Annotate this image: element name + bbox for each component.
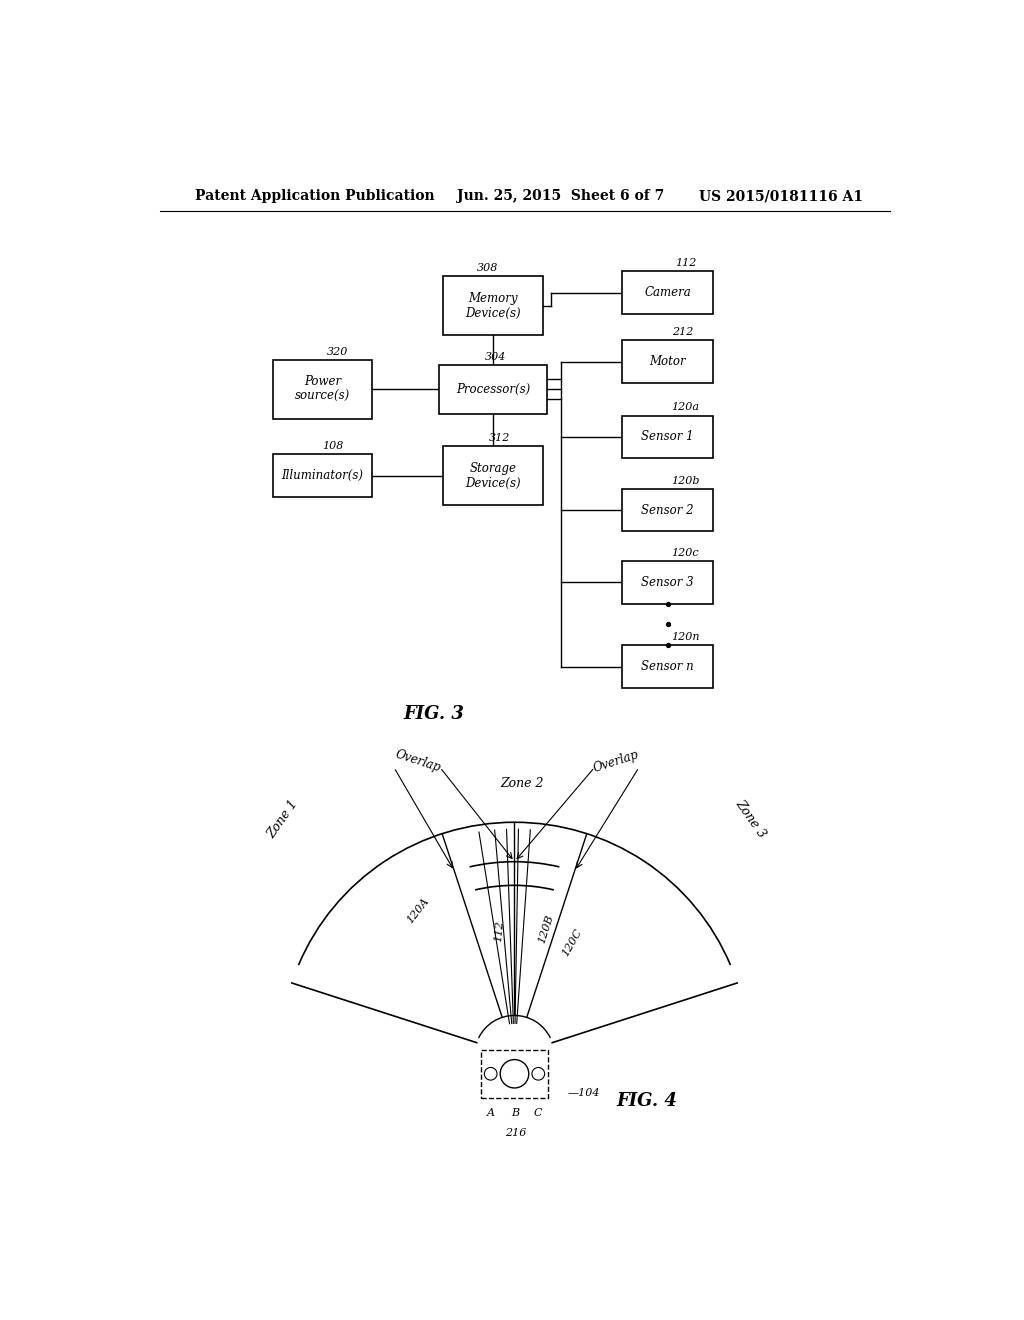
Text: 112: 112 xyxy=(494,920,505,942)
Text: C: C xyxy=(535,1107,543,1118)
Text: Zone 3: Zone 3 xyxy=(733,797,769,841)
Text: Sensor 3: Sensor 3 xyxy=(641,576,694,589)
Text: Power
source(s): Power source(s) xyxy=(295,375,350,403)
Text: B: B xyxy=(511,1107,519,1118)
Text: Sensor n: Sensor n xyxy=(641,660,694,673)
Text: 308: 308 xyxy=(477,263,499,273)
Text: 120B: 120B xyxy=(537,913,556,944)
Text: Zone 2: Zone 2 xyxy=(501,777,544,789)
Text: 120a: 120a xyxy=(672,403,699,412)
Text: Overlap: Overlap xyxy=(393,747,442,775)
Text: 304: 304 xyxy=(485,351,507,362)
FancyBboxPatch shape xyxy=(622,488,714,532)
Text: Motor: Motor xyxy=(649,355,686,368)
FancyBboxPatch shape xyxy=(622,416,714,458)
Text: Sensor 1: Sensor 1 xyxy=(641,430,694,444)
Text: Sensor 2: Sensor 2 xyxy=(641,503,694,516)
Text: 120b: 120b xyxy=(672,475,700,486)
Text: 120n: 120n xyxy=(672,632,700,643)
Text: 216: 216 xyxy=(505,1129,526,1138)
Text: —104: —104 xyxy=(568,1088,600,1098)
Text: 120c: 120c xyxy=(672,548,699,558)
Text: Jun. 25, 2015  Sheet 6 of 7: Jun. 25, 2015 Sheet 6 of 7 xyxy=(458,189,665,203)
Text: Patent Application Publication: Patent Application Publication xyxy=(196,189,435,203)
Text: A: A xyxy=(486,1107,495,1118)
Text: FIG. 3: FIG. 3 xyxy=(403,705,464,723)
Text: Memory
Device(s): Memory Device(s) xyxy=(465,292,521,319)
Text: 108: 108 xyxy=(323,441,344,451)
FancyBboxPatch shape xyxy=(622,271,714,314)
FancyBboxPatch shape xyxy=(622,341,714,383)
FancyBboxPatch shape xyxy=(622,645,714,688)
FancyBboxPatch shape xyxy=(272,454,372,496)
FancyBboxPatch shape xyxy=(480,1049,548,1098)
Text: US 2015/0181116 A1: US 2015/0181116 A1 xyxy=(699,189,863,203)
Text: 312: 312 xyxy=(489,433,510,444)
Text: Illuminator(s): Illuminator(s) xyxy=(282,469,364,482)
Text: Overlap: Overlap xyxy=(592,747,640,775)
Text: Storage
Device(s): Storage Device(s) xyxy=(465,462,521,490)
Text: 320: 320 xyxy=(327,347,348,356)
Text: 120C: 120C xyxy=(560,928,585,958)
Text: Zone 1: Zone 1 xyxy=(265,797,301,841)
Text: FIG. 4: FIG. 4 xyxy=(616,1092,677,1110)
Text: Camera: Camera xyxy=(644,286,691,300)
FancyBboxPatch shape xyxy=(439,364,547,413)
FancyBboxPatch shape xyxy=(443,276,543,335)
FancyBboxPatch shape xyxy=(622,561,714,603)
Text: 212: 212 xyxy=(672,327,693,338)
Text: 112: 112 xyxy=(676,259,697,268)
FancyBboxPatch shape xyxy=(272,359,372,418)
Text: 120A: 120A xyxy=(404,896,431,925)
FancyBboxPatch shape xyxy=(443,446,543,506)
Text: Processor(s): Processor(s) xyxy=(456,383,530,396)
